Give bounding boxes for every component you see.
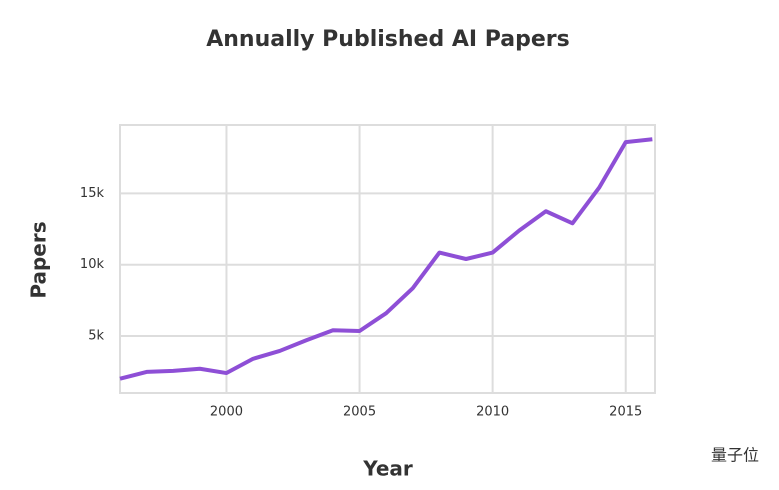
watermark: 量子位 bbox=[711, 446, 759, 465]
x-axis-label: Year bbox=[362, 457, 413, 481]
y-tick-label: 10k bbox=[80, 257, 105, 272]
x-tick-label: 2005 bbox=[343, 405, 376, 420]
plot-frame bbox=[119, 124, 656, 394]
x-tick-label: 2015 bbox=[609, 405, 642, 420]
y-tick-label: 15k bbox=[80, 186, 105, 201]
y-axis-label: Papers bbox=[27, 221, 51, 298]
chart-title: Annually Published AI Papers bbox=[206, 27, 570, 52]
x-tick-label: 2000 bbox=[210, 405, 243, 420]
y-tick-label: 5k bbox=[88, 328, 104, 343]
x-tick-label: 2010 bbox=[476, 405, 509, 420]
data-line bbox=[119, 137, 653, 381]
